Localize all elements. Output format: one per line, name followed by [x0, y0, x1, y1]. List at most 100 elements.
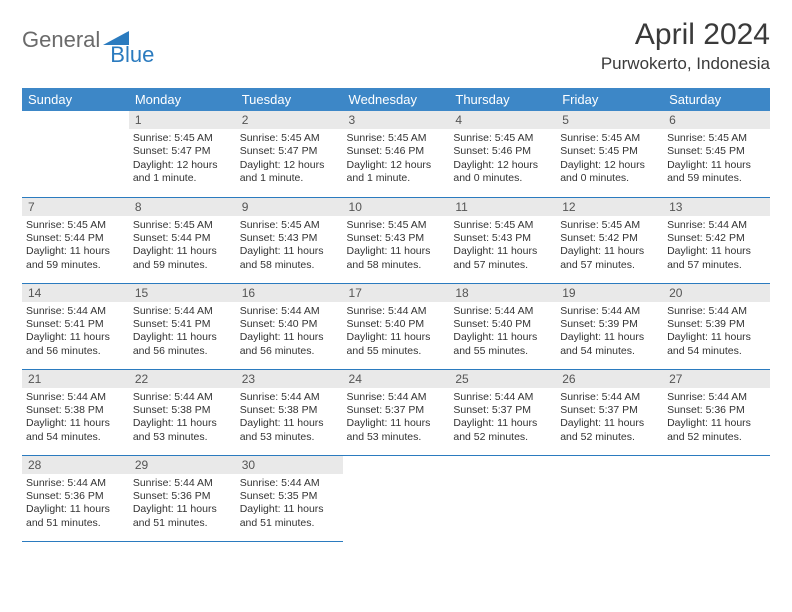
day-details: Sunrise: 5:44 AMSunset: 5:41 PMDaylight:…	[129, 302, 236, 363]
day-details: Sunrise: 5:44 AMSunset: 5:39 PMDaylight:…	[556, 302, 663, 363]
day-details: Sunrise: 5:45 AMSunset: 5:43 PMDaylight:…	[343, 216, 450, 277]
calendar-cell: 24Sunrise: 5:44 AMSunset: 5:37 PMDayligh…	[343, 369, 450, 455]
calendar-cell: 11Sunrise: 5:45 AMSunset: 5:43 PMDayligh…	[449, 197, 556, 283]
day-number: 11	[449, 198, 556, 216]
day-header: Sunday	[22, 88, 129, 111]
day-header: Monday	[129, 88, 236, 111]
calendar-cell: 2Sunrise: 5:45 AMSunset: 5:47 PMDaylight…	[236, 111, 343, 197]
calendar-cell: 8Sunrise: 5:45 AMSunset: 5:44 PMDaylight…	[129, 197, 236, 283]
day-details: Sunrise: 5:44 AMSunset: 5:36 PMDaylight:…	[663, 388, 770, 449]
calendar-cell: 23Sunrise: 5:44 AMSunset: 5:38 PMDayligh…	[236, 369, 343, 455]
day-number: 6	[663, 111, 770, 129]
logo-text-general: General	[22, 27, 100, 53]
day-number: 18	[449, 284, 556, 302]
calendar-cell	[449, 455, 556, 541]
calendar-table: SundayMondayTuesdayWednesdayThursdayFrid…	[22, 88, 770, 542]
month-title: April 2024	[601, 18, 770, 52]
day-details: Sunrise: 5:44 AMSunset: 5:40 PMDaylight:…	[343, 302, 450, 363]
calendar-cell: 29Sunrise: 5:44 AMSunset: 5:36 PMDayligh…	[129, 455, 236, 541]
day-number: 7	[22, 198, 129, 216]
calendar-cell	[663, 455, 770, 541]
day-number: 16	[236, 284, 343, 302]
day-number: 1	[129, 111, 236, 129]
calendar-cell: 16Sunrise: 5:44 AMSunset: 5:40 PMDayligh…	[236, 283, 343, 369]
header: General Blue April 2024 Purwokerto, Indo…	[22, 18, 770, 74]
day-details: Sunrise: 5:45 AMSunset: 5:46 PMDaylight:…	[449, 129, 556, 190]
day-details: Sunrise: 5:44 AMSunset: 5:37 PMDaylight:…	[343, 388, 450, 449]
calendar-cell: 18Sunrise: 5:44 AMSunset: 5:40 PMDayligh…	[449, 283, 556, 369]
day-details: Sunrise: 5:45 AMSunset: 5:42 PMDaylight:…	[556, 216, 663, 277]
day-details: Sunrise: 5:44 AMSunset: 5:39 PMDaylight:…	[663, 302, 770, 363]
day-number: 23	[236, 370, 343, 388]
calendar-cell: 12Sunrise: 5:45 AMSunset: 5:42 PMDayligh…	[556, 197, 663, 283]
day-number: 29	[129, 456, 236, 474]
title-block: April 2024 Purwokerto, Indonesia	[601, 18, 770, 74]
day-number: 8	[129, 198, 236, 216]
location: Purwokerto, Indonesia	[601, 54, 770, 74]
day-details: Sunrise: 5:44 AMSunset: 5:38 PMDaylight:…	[22, 388, 129, 449]
day-number: 14	[22, 284, 129, 302]
logo: General Blue	[22, 18, 154, 62]
day-number: 30	[236, 456, 343, 474]
day-number: 13	[663, 198, 770, 216]
day-number: 22	[129, 370, 236, 388]
day-details: Sunrise: 5:45 AMSunset: 5:43 PMDaylight:…	[236, 216, 343, 277]
day-header: Saturday	[663, 88, 770, 111]
day-header: Thursday	[449, 88, 556, 111]
logo-text-blue: Blue	[110, 42, 154, 68]
calendar-cell: 27Sunrise: 5:44 AMSunset: 5:36 PMDayligh…	[663, 369, 770, 455]
day-details: Sunrise: 5:44 AMSunset: 5:35 PMDaylight:…	[236, 474, 343, 535]
day-number: 15	[129, 284, 236, 302]
calendar-cell: 28Sunrise: 5:44 AMSunset: 5:36 PMDayligh…	[22, 455, 129, 541]
day-details: Sunrise: 5:44 AMSunset: 5:36 PMDaylight:…	[129, 474, 236, 535]
day-details: Sunrise: 5:45 AMSunset: 5:46 PMDaylight:…	[343, 129, 450, 190]
calendar-cell: 3Sunrise: 5:45 AMSunset: 5:46 PMDaylight…	[343, 111, 450, 197]
calendar-cell: 17Sunrise: 5:44 AMSunset: 5:40 PMDayligh…	[343, 283, 450, 369]
day-details: Sunrise: 5:44 AMSunset: 5:37 PMDaylight:…	[556, 388, 663, 449]
day-details: Sunrise: 5:44 AMSunset: 5:36 PMDaylight:…	[22, 474, 129, 535]
day-number: 3	[343, 111, 450, 129]
calendar-cell: 15Sunrise: 5:44 AMSunset: 5:41 PMDayligh…	[129, 283, 236, 369]
day-number: 17	[343, 284, 450, 302]
calendar-cell: 1Sunrise: 5:45 AMSunset: 5:47 PMDaylight…	[129, 111, 236, 197]
calendar-cell: 22Sunrise: 5:44 AMSunset: 5:38 PMDayligh…	[129, 369, 236, 455]
day-header: Wednesday	[343, 88, 450, 111]
day-number: 28	[22, 456, 129, 474]
calendar-cell: 14Sunrise: 5:44 AMSunset: 5:41 PMDayligh…	[22, 283, 129, 369]
day-details: Sunrise: 5:44 AMSunset: 5:40 PMDaylight:…	[449, 302, 556, 363]
calendar-cell: 19Sunrise: 5:44 AMSunset: 5:39 PMDayligh…	[556, 283, 663, 369]
calendar-cell: 4Sunrise: 5:45 AMSunset: 5:46 PMDaylight…	[449, 111, 556, 197]
day-number: 26	[556, 370, 663, 388]
calendar-cell: 25Sunrise: 5:44 AMSunset: 5:37 PMDayligh…	[449, 369, 556, 455]
calendar-cell: 9Sunrise: 5:45 AMSunset: 5:43 PMDaylight…	[236, 197, 343, 283]
day-number: 25	[449, 370, 556, 388]
calendar-cell: 26Sunrise: 5:44 AMSunset: 5:37 PMDayligh…	[556, 369, 663, 455]
day-number: 4	[449, 111, 556, 129]
day-details: Sunrise: 5:44 AMSunset: 5:42 PMDaylight:…	[663, 216, 770, 277]
day-details: Sunrise: 5:45 AMSunset: 5:44 PMDaylight:…	[129, 216, 236, 277]
day-header: Tuesday	[236, 88, 343, 111]
day-number: 20	[663, 284, 770, 302]
day-details: Sunrise: 5:44 AMSunset: 5:38 PMDaylight:…	[129, 388, 236, 449]
day-details: Sunrise: 5:45 AMSunset: 5:44 PMDaylight:…	[22, 216, 129, 277]
calendar-cell: 10Sunrise: 5:45 AMSunset: 5:43 PMDayligh…	[343, 197, 450, 283]
calendar-cell: 30Sunrise: 5:44 AMSunset: 5:35 PMDayligh…	[236, 455, 343, 541]
calendar-cell: 6Sunrise: 5:45 AMSunset: 5:45 PMDaylight…	[663, 111, 770, 197]
day-number: 9	[236, 198, 343, 216]
calendar-cell: 7Sunrise: 5:45 AMSunset: 5:44 PMDaylight…	[22, 197, 129, 283]
day-details: Sunrise: 5:44 AMSunset: 5:41 PMDaylight:…	[22, 302, 129, 363]
day-number: 5	[556, 111, 663, 129]
day-details: Sunrise: 5:45 AMSunset: 5:47 PMDaylight:…	[129, 129, 236, 190]
day-number: 24	[343, 370, 450, 388]
day-number: 10	[343, 198, 450, 216]
day-details: Sunrise: 5:45 AMSunset: 5:45 PMDaylight:…	[556, 129, 663, 190]
day-number: 12	[556, 198, 663, 216]
day-number: 27	[663, 370, 770, 388]
day-details: Sunrise: 5:44 AMSunset: 5:38 PMDaylight:…	[236, 388, 343, 449]
calendar-cell	[343, 455, 450, 541]
day-details: Sunrise: 5:45 AMSunset: 5:43 PMDaylight:…	[449, 216, 556, 277]
calendar-cell: 20Sunrise: 5:44 AMSunset: 5:39 PMDayligh…	[663, 283, 770, 369]
calendar-cell: 5Sunrise: 5:45 AMSunset: 5:45 PMDaylight…	[556, 111, 663, 197]
calendar-cell	[22, 111, 129, 197]
calendar-cell: 21Sunrise: 5:44 AMSunset: 5:38 PMDayligh…	[22, 369, 129, 455]
